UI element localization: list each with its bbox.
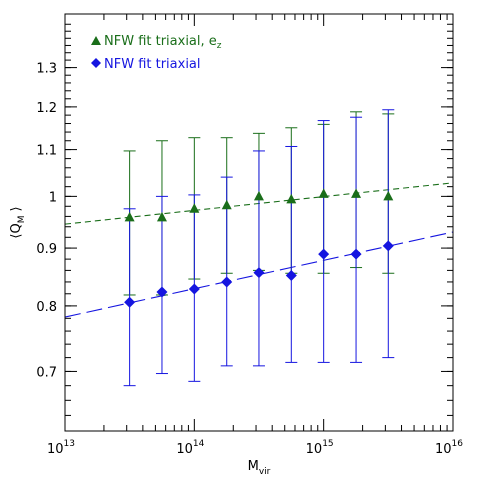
triangle-marker bbox=[253, 190, 264, 201]
legend-label-series-0: NFW fit triaxial, ez bbox=[104, 34, 222, 51]
x-tick-exponent: 16 bbox=[452, 439, 464, 449]
x-tick-label: 1016 bbox=[435, 439, 463, 457]
legend-label-main: NFW fit triaxial, e bbox=[104, 34, 217, 49]
triangle-marker bbox=[156, 211, 167, 222]
labels-layer: 1013 1014 1015 1016 0.7 0.8 0.9 1 1.1 1.2 1.3 Mvir ⟨… bbox=[9, 62, 463, 477]
x-tick-label: 1014 bbox=[176, 439, 204, 457]
y-tick-label: 1.2 bbox=[36, 101, 57, 116]
error-bars-layer bbox=[123, 109, 395, 387]
x-axis-title: Mvir bbox=[248, 459, 271, 477]
y-axis-title: ⟨QM ⟩ bbox=[9, 206, 27, 238]
x-axis-title-sub: vir bbox=[259, 467, 271, 477]
triangle-marker bbox=[286, 193, 297, 204]
y-tick-label: 0.9 bbox=[36, 242, 57, 257]
triangle-marker bbox=[351, 188, 362, 198]
y-axis-title-sub: M bbox=[17, 216, 27, 224]
diamond-marker bbox=[188, 283, 200, 295]
ticks-layer bbox=[64, 14, 454, 431]
legend-label-sub: z bbox=[217, 41, 222, 51]
y-tick-label: 1 bbox=[49, 190, 57, 205]
diamond-marker bbox=[285, 270, 297, 282]
y-axis-title-main: ⟨Q bbox=[9, 223, 24, 238]
x-tick-exponent: 14 bbox=[193, 439, 205, 449]
y-tick-label: 0.7 bbox=[36, 365, 57, 380]
triangle-marker bbox=[189, 203, 200, 213]
plot-frame bbox=[64, 13, 454, 432]
legend-diamond-icon bbox=[91, 58, 101, 68]
diamond-marker bbox=[382, 240, 394, 252]
diamond-marker bbox=[156, 286, 168, 298]
x-tick-label: 1015 bbox=[306, 439, 334, 457]
x-tick-exponent: 15 bbox=[322, 439, 333, 449]
triangle-marker bbox=[124, 211, 135, 222]
diamond-marker bbox=[253, 267, 265, 279]
legend-label-series-1: NFW fit triaxial bbox=[104, 57, 201, 72]
y-axis-title-close: ⟩ bbox=[9, 206, 24, 211]
diamond-marker bbox=[318, 248, 330, 260]
y-tick-label: 0.8 bbox=[36, 300, 57, 315]
y-tick-label: 1.1 bbox=[36, 144, 57, 159]
legend: NFW fit triaxial, ez NFW fit triaxial bbox=[91, 34, 222, 72]
diamond-marker bbox=[124, 296, 136, 308]
markers-layer bbox=[124, 188, 394, 308]
legend-triangle-icon bbox=[91, 36, 101, 45]
triangle-marker bbox=[318, 188, 329, 198]
diamond-marker bbox=[350, 248, 362, 260]
diamond-marker bbox=[221, 276, 233, 288]
triangle-marker bbox=[383, 190, 394, 201]
y-tick-label: 1.3 bbox=[36, 62, 57, 77]
legend-label-main: NFW fit triaxial bbox=[104, 57, 201, 72]
x-tick-exponent: 13 bbox=[64, 439, 75, 449]
x-tick-label: 1013 bbox=[47, 439, 75, 457]
triangle-marker bbox=[221, 199, 232, 210]
